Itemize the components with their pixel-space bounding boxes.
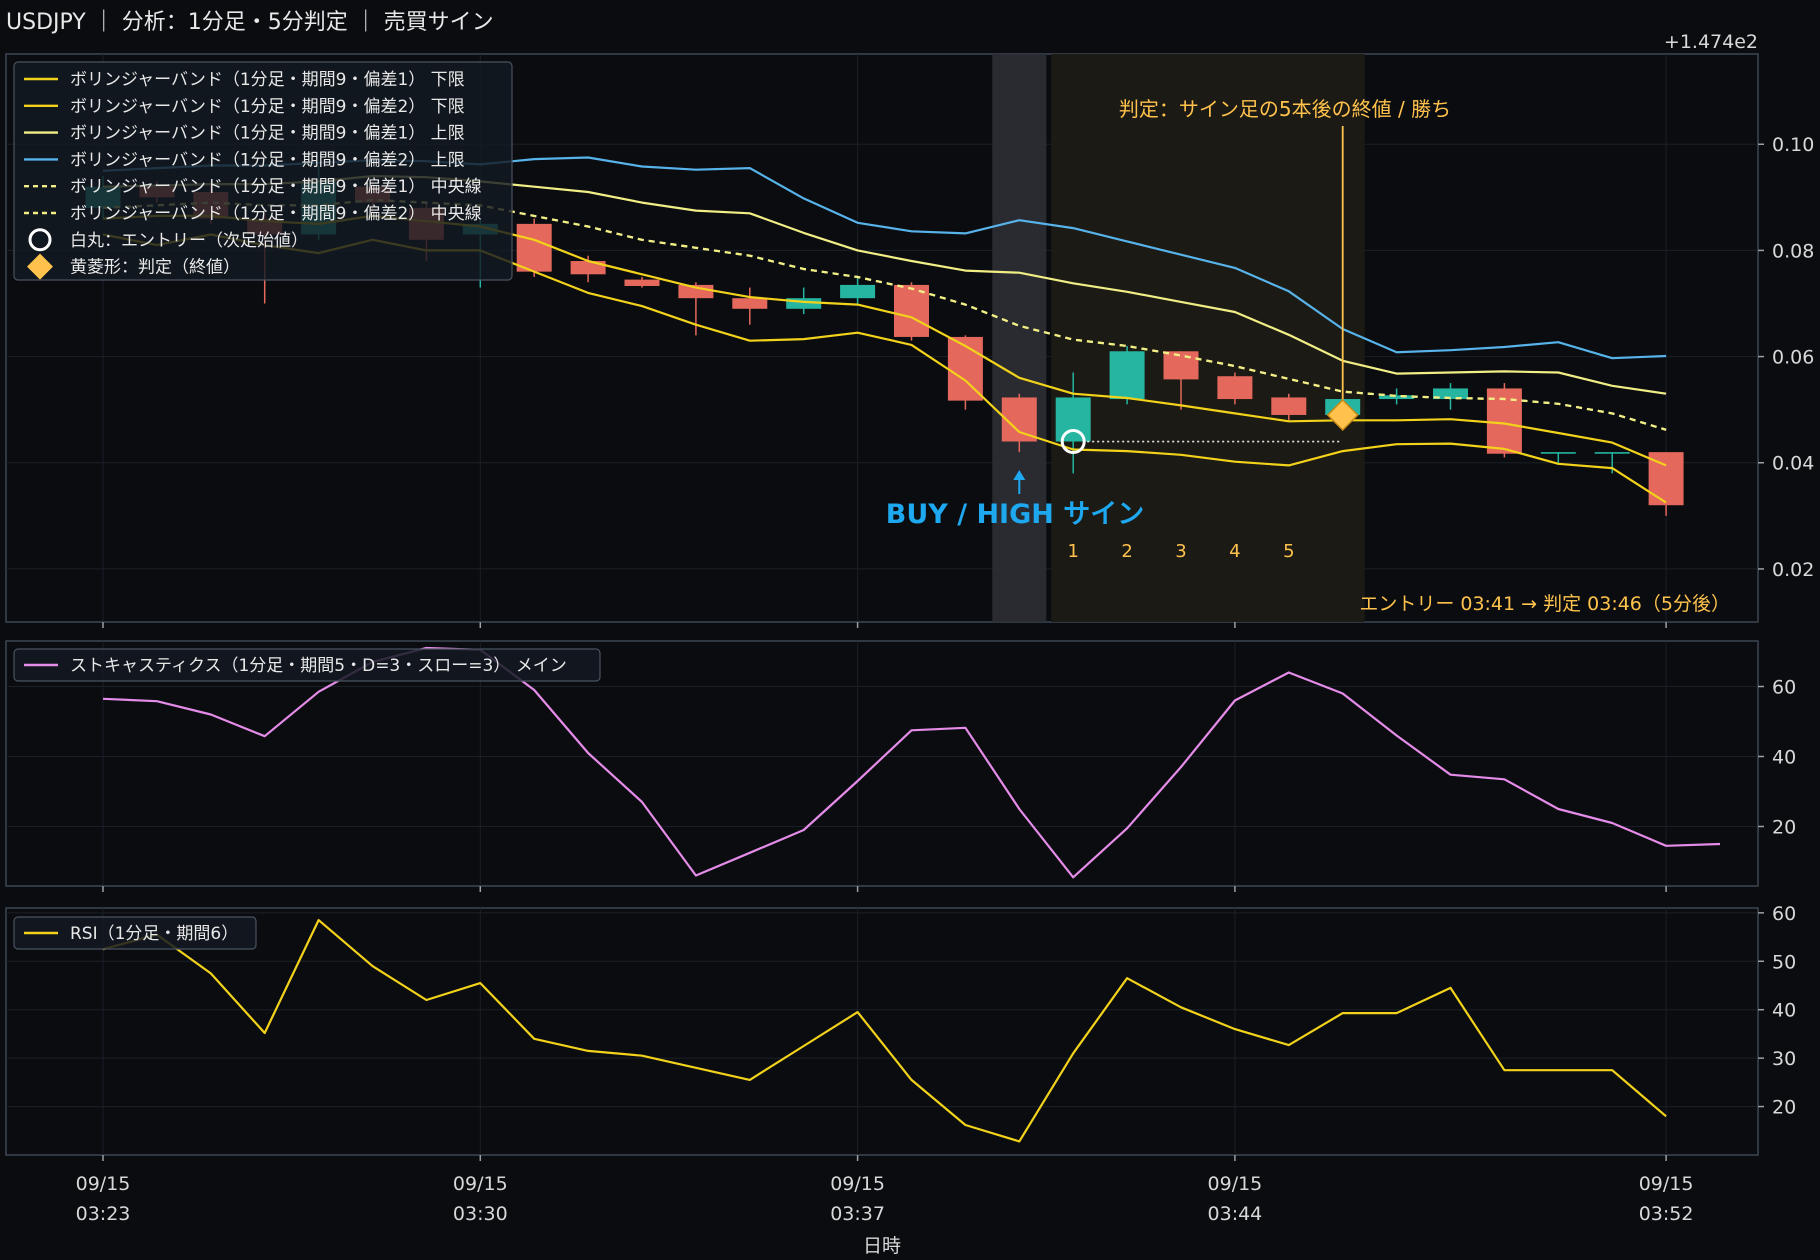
x-tick-time-label: 03:30 [453, 1203, 508, 1225]
x-tick-time-label: 03:37 [830, 1203, 885, 1225]
legend-label: ボリンジャーバンド（1分足・期間9・偏差2） 下限 [70, 97, 465, 117]
stoch-panel-frame [5, 640, 1759, 887]
rsi-panel-frame [5, 907, 1759, 1156]
stoch-legend-label: ストキャスティクス（1分足・期間5・D=3・スロー=3） メイン [70, 656, 567, 676]
candle-body [570, 261, 606, 275]
candle-body [1109, 351, 1145, 400]
legend-label: ボリンジャーバンド（1分足・期間9・偏差2） 上限 [70, 150, 465, 170]
x-tick-date-label: 09/15 [453, 1173, 508, 1195]
x-tick-time-label: 03:52 [1639, 1203, 1694, 1225]
entry-judge-footer: エントリー 03:41 → 判定 03:46（5分後） [1359, 593, 1730, 615]
legend-label: ボリンジャーバンド（1分足・期間9・偏差1） 下限 [70, 70, 465, 90]
count-label: 5 [1283, 541, 1294, 562]
candle-body [732, 298, 768, 309]
signal-arrow-head [1013, 470, 1026, 480]
stoch-y-tick-label: 40 [1772, 747, 1796, 769]
count-label: 4 [1229, 541, 1240, 562]
x-tick-time-label: 03:23 [76, 1203, 131, 1225]
x-tick-date-label: 09/15 [1208, 1173, 1263, 1195]
signal-label: BUY / HIGH サイン [886, 499, 1145, 530]
x-tick-time-label: 03:44 [1208, 1203, 1263, 1225]
rsi-y-tick-label: 40 [1772, 1000, 1796, 1022]
price-y-tick-label: 0.08 [1772, 240, 1814, 262]
x-tick-date-label: 09/15 [76, 1173, 131, 1195]
rsi-legend-box [13, 916, 257, 950]
candle-body [1540, 452, 1576, 454]
candle-body [1271, 397, 1307, 415]
x-tick-date-label: 09/15 [1639, 1173, 1694, 1195]
legend-label: ボリンジャーバンド（1分足・期間9・偏差2） 中央線 [70, 204, 482, 224]
candle-body [1055, 397, 1091, 442]
legend-label: 黄菱形：判定（終値） [70, 258, 240, 278]
signal-candle-highlight [992, 54, 1047, 622]
stoch-legend-box [13, 648, 601, 682]
candle-body [1163, 351, 1199, 380]
rsi-y-tick-label: 20 [1772, 1097, 1796, 1119]
judge-annotation-label: 判定：サイン足の5本後の終値 / 勝ち [1119, 97, 1451, 121]
count-label: 2 [1121, 541, 1132, 562]
legend-label: ボリンジャーバンド（1分足・期間9・偏差1） 中央線 [70, 177, 482, 197]
price-y-tick-label: 0.10 [1772, 134, 1814, 156]
bollinger-band-line-6 [102, 198, 1667, 431]
candle-body [516, 223, 552, 272]
rsi-y-tick-label: 60 [1772, 903, 1796, 925]
count-label: 3 [1175, 541, 1186, 562]
candle-body [947, 336, 983, 401]
price-y-tick-label: 0.06 [1772, 347, 1814, 369]
page-title: USDJPY ｜ 分析：1分足・5分判定 ｜ 売買サイン [6, 10, 494, 35]
candle-body [624, 279, 660, 286]
count-label: 1 [1067, 541, 1078, 562]
candle-body [1594, 452, 1630, 454]
judge-marker-diamond [1326, 398, 1359, 432]
rsi-line [102, 918, 1667, 1143]
candle-body [1217, 376, 1253, 400]
rsi-y-tick-label: 50 [1772, 951, 1796, 973]
price-y-tick-label: 0.02 [1772, 559, 1814, 581]
price-y-tick-label: 0.04 [1772, 453, 1814, 475]
price-offset-label: +1.474e2 [1664, 31, 1758, 53]
legend-label: ボリンジャーバンド（1分足・期間9・偏差1） 上限 [70, 124, 465, 144]
candle-body [840, 284, 876, 299]
legend-box [13, 61, 513, 281]
candle-body [894, 284, 929, 337]
entry-marker-circle [1060, 429, 1086, 455]
legend-circle-swatch [28, 228, 52, 252]
legend-diamond-swatch [27, 253, 53, 280]
candle-body [1379, 395, 1415, 400]
stoch-y-tick-label: 20 [1772, 817, 1796, 839]
rsi-legend-label: RSI（1分足・期間6） [70, 924, 238, 944]
judgement-window-highlight [1051, 54, 1365, 622]
price-legend: ボリンジャーバンド（1分足・期間9・偏差1） 下限ボリンジャーバンド（1分足・期… [13, 61, 513, 281]
candle-body [786, 298, 822, 309]
x-axis-label: 日時 [863, 1235, 901, 1257]
candle-body [1433, 388, 1468, 400]
stoch-y-tick-label: 60 [1772, 677, 1796, 699]
rsi-y-tick-label: 30 [1772, 1048, 1796, 1070]
legend-label: 白丸：エントリー（次足始値） [70, 231, 308, 251]
x-tick-date-label: 09/15 [830, 1173, 885, 1195]
